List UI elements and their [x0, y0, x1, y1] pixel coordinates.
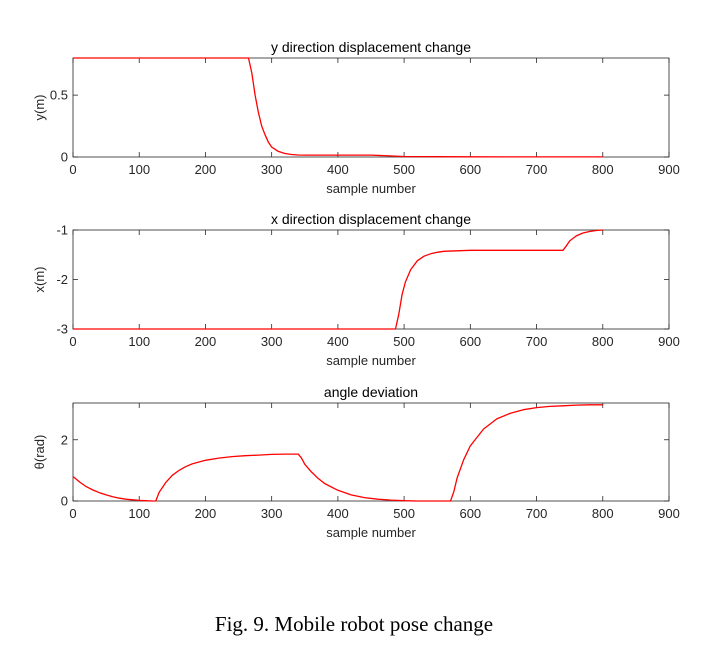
x-tick-label: 400 [327, 506, 349, 521]
x-tick-label: 300 [261, 162, 283, 177]
x-tick-label: 100 [128, 162, 150, 177]
x-tick-label: 600 [459, 506, 481, 521]
figure-caption: Fig. 9. Mobile robot pose change [214, 612, 494, 636]
x-tick-label: 900 [658, 162, 680, 177]
y-tick-label: 0 [61, 150, 68, 165]
x-tick-label: 900 [658, 334, 680, 349]
x-tick-label: 700 [526, 506, 548, 521]
x-tick-label: 300 [261, 506, 283, 521]
y-tick-label: 2 [61, 432, 68, 447]
y-tick-label: 0 [61, 494, 68, 509]
x-tick-label: 100 [128, 334, 150, 349]
axes-frame [72, 402, 670, 502]
x-tick-label: 300 [261, 334, 283, 349]
x-tick-label: 400 [327, 162, 349, 177]
x-tick-label: 0 [69, 162, 76, 177]
y-tick-label: -1 [56, 223, 68, 238]
x-tick-label: 700 [526, 162, 548, 177]
x-tick-label: 100 [128, 506, 150, 521]
chart-title: angle deviation [324, 384, 418, 400]
series-line-1 [73, 229, 603, 330]
x-tick-label: 800 [592, 506, 614, 521]
y-axis-label: y(m) [32, 95, 47, 121]
x-tick-label: 200 [195, 162, 217, 177]
x-tick-label: 500 [393, 334, 415, 349]
chart-panel-2: x direction displacement change 0 100 200 30… [32, 211, 680, 368]
series-line-1 [72, 404, 603, 502]
chart-panel-1: y direction displacement change 0 100 200 30… [32, 39, 680, 196]
axes-frame [72, 57, 670, 158]
x-tick-label: 500 [393, 162, 415, 177]
x-axis-label: sample number [326, 353, 416, 368]
x-tick-label: 800 [592, 334, 614, 349]
x-tick-label: 200 [195, 334, 217, 349]
y-tick-label: -2 [56, 272, 68, 287]
x-tick-label: 200 [195, 506, 217, 521]
x-tick-label: 900 [658, 506, 680, 521]
chart-panel-3: angle deviation 0 100 200 300 400 500 600 700 800… [32, 384, 680, 540]
axes-frame [72, 229, 670, 330]
x-tick-label: 0 [69, 334, 76, 349]
y-tick-label: 0.5 [50, 88, 68, 103]
y-tick-label: -3 [56, 322, 68, 337]
chart-title: x direction displacement change [271, 211, 471, 227]
chart-title: y direction displacement change [271, 39, 471, 55]
series-line-1 [73, 57, 603, 158]
y-axis-label: θ(rad) [32, 435, 47, 470]
y-axis-label: x(m) [32, 267, 47, 293]
x-tick-label: 500 [393, 506, 415, 521]
x-tick-label: 700 [526, 334, 548, 349]
x-tick-label: 400 [327, 334, 349, 349]
x-tick-label: 0 [69, 506, 76, 521]
x-axis-label: sample number [326, 181, 416, 196]
x-tick-label: 600 [459, 334, 481, 349]
x-axis-label: sample number [326, 525, 416, 540]
x-tick-label: 800 [592, 162, 614, 177]
x-tick-label: 600 [459, 162, 481, 177]
